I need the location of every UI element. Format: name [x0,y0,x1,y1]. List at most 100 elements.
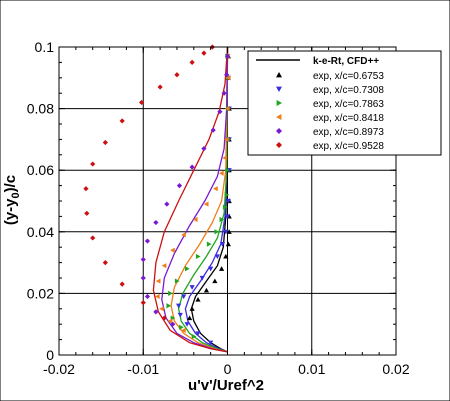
data-point-series-3 [222,204,228,210]
data-point-series-2 [195,331,201,337]
data-point-series-3 [166,303,172,309]
data-point-series-5 [189,164,195,170]
data-point-series-3 [174,278,180,284]
data-point-series-1 [203,287,210,293]
data-point-series-2 [189,285,195,290]
data-point-series-4 [213,186,218,192]
data-point-series-6 [84,210,90,216]
data-point-series-2 [214,254,220,260]
x-axis-label: u'v'/Uref^2 [188,377,264,394]
x-tick-label: -0.02 [43,361,75,377]
data-point-series-3 [195,253,201,260]
data-point-series-3 [224,192,230,198]
data-point-series-5 [144,293,151,300]
data-point-series-6 [189,59,195,65]
data-point-series-4 [159,306,164,312]
experimental-points [83,44,232,346]
data-point-series-5 [170,321,176,327]
y-axis-label: (y-y0)/c [2,175,22,225]
legend-marker-4 [276,114,282,120]
legend-label-4: exp, x/c=0.8418 [313,113,384,124]
legend-marker-6 [276,142,282,148]
cfd-curve-3 [177,46,229,353]
data-point-series-1 [186,315,193,321]
data-point-series-6 [90,235,96,241]
data-point-series-4 [203,201,209,207]
data-point-series-1 [189,306,195,311]
data-point-series-4 [181,327,186,333]
y-tick-label: 0.02 [27,285,54,301]
data-point-series-1 [212,278,218,284]
x-tick-label: 0.01 [298,361,325,377]
data-point-series-4 [155,278,161,284]
data-point-series-2 [223,229,229,235]
data-point-series-4 [161,263,167,269]
legend-marker-2 [276,86,282,92]
data-point-series-5 [210,127,216,133]
legend-line-label: k-e-Rt, CFD++ [313,56,379,67]
legend-label-2: exp, x/c=0.7308 [313,85,384,96]
data-point-series-3 [225,167,231,173]
data-point-series-2 [208,266,214,272]
legend-label-3: exp, x/c=0.7863 [313,99,384,110]
data-point-series-6 [119,118,125,124]
legend-label-1: exp, x/c=0.6753 [313,71,384,82]
x-tick-label: 0 [224,361,232,377]
legend-marker-3 [276,100,282,106]
data-point-series-5 [153,309,159,315]
data-point-series-4 [224,136,229,142]
cfd-curve-6 [152,46,229,353]
data-point-series-3 [184,266,190,272]
data-point-series-3 [214,229,220,235]
data-point-series-2 [177,312,183,318]
data-point-series-3 [219,216,225,223]
data-point-series-3 [168,290,173,296]
data-point-series-6 [174,72,180,78]
legend-marker-entries: exp, x/c=0.6753 exp, x/c=0.7308 exp, x/c=0… [276,71,384,152]
data-point-series-5 [201,146,207,152]
legend-label-5: exp, x/c=0.8973 [313,127,384,138]
data-point-series-6 [157,84,163,90]
data-point-series-4 [192,216,198,223]
data-point-series-3 [206,241,212,247]
data-point-series-5 [224,72,230,78]
data-point-series-1 [195,296,201,302]
data-point-series-5 [140,275,146,281]
y-tick-label: 0.06 [27,162,54,178]
y-tick-label: 0.1 [35,39,55,55]
data-point-series-2 [224,214,231,219]
legend-label-6: exp, x/c=0.9528 [313,141,384,152]
y-tick-label: 0.04 [27,224,54,240]
data-point-series-6 [201,50,207,56]
data-point-series-2 [181,294,187,300]
cfd-curve-4 [170,46,229,353]
data-point-series-4 [219,170,224,176]
data-point-series-4 [225,75,231,81]
data-point-series-6 [161,315,167,321]
data-point-series-4 [154,293,160,300]
data-point-series-1 [225,241,231,247]
data-point-series-5 [164,201,170,207]
data-point-series-6 [140,300,146,306]
legend-marker-5 [276,128,282,134]
data-point-series-2 [184,322,190,327]
axis-ticks [58,46,397,356]
data-point-series-2 [219,242,226,247]
data-point-series-3 [179,324,184,330]
y-tick-label: 0 [46,347,54,363]
tick-labels: -0.02 -0.01 0 0.01 0.02 0 0.02 0.04 0.06 0.08 0.1 [27,39,410,377]
data-point-series-6 [119,281,125,287]
data-point-series-3 [191,333,197,340]
data-point-series-5 [153,219,159,226]
data-point-series-6 [102,139,108,146]
data-point-series-5 [176,183,183,189]
data-point-series-6 [83,186,89,192]
data-point-series-2 [208,340,214,346]
y-tick-label: 0.08 [27,101,54,117]
data-point-series-2 [225,198,231,204]
data-point-series-5 [140,256,146,263]
data-point-series-4 [222,155,228,161]
data-point-series-1 [226,229,232,234]
